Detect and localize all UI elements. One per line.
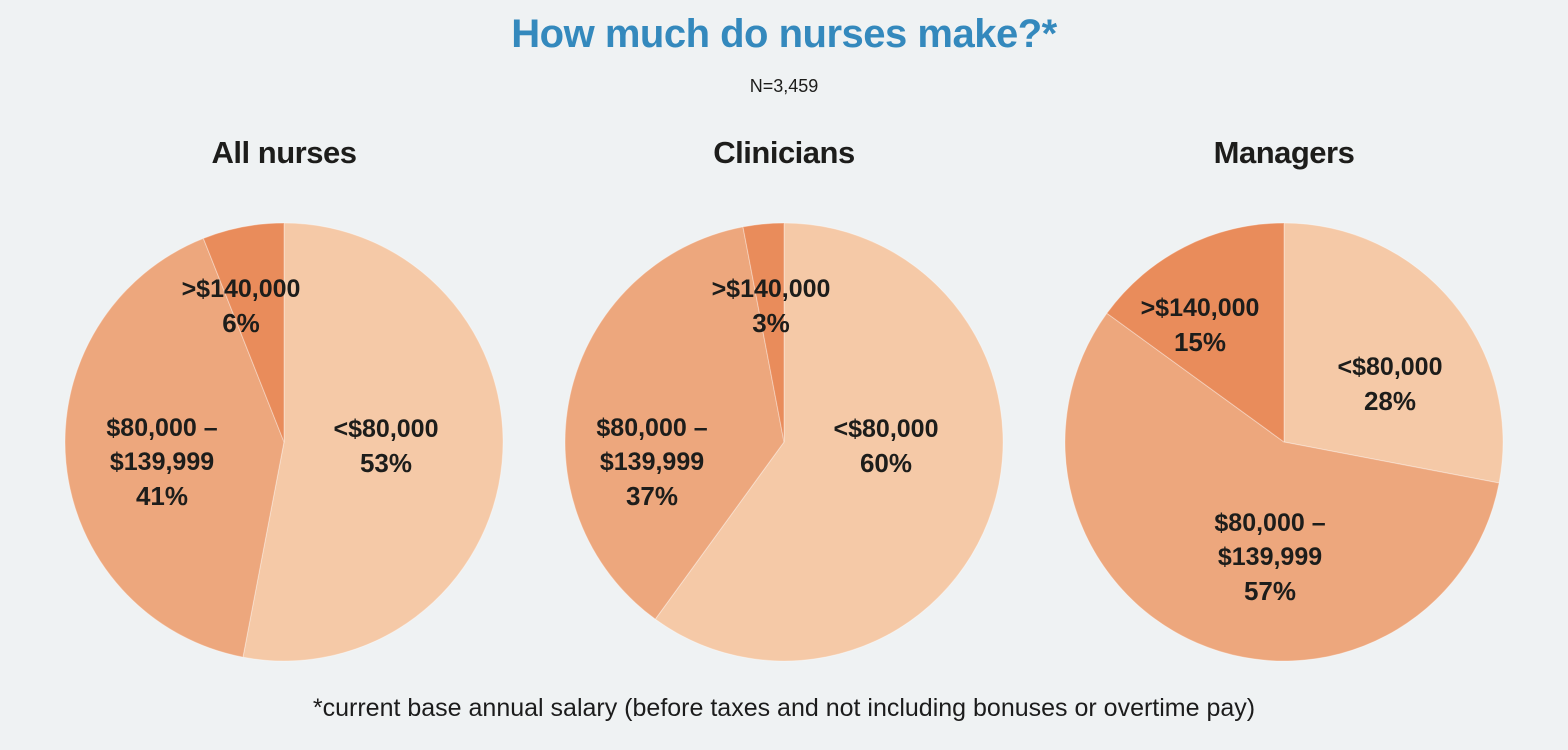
chart-column-managers: Managers <$80,000 28% $80,000 – $139,999… [1064,135,1504,675]
pie-slice [654,222,1004,662]
chart-title-all-nurses: All nurses [211,135,357,170]
pie-slice [1106,222,1285,443]
pie-slice [564,226,785,620]
chart-title-managers: Managers [1213,135,1355,170]
footnote: *current base annual salary (before taxe… [312,694,1256,722]
chart-column-all-nurses: All nurses <$80,000 53% $80,000 – $139,9… [64,135,504,675]
pie-chart-managers [1064,222,1504,662]
pie-slice [1283,222,1504,484]
chart-column-clinicians: Clinicians <$80,000 60% $80,000 – $139,9… [564,135,1004,675]
pie-slice [242,222,504,662]
chart-title-clinicians: Clinicians [713,135,855,170]
pie-chart-all-nurses [64,222,504,662]
sample-size-label: N=3,459 [749,76,819,96]
pie-slice [1064,312,1500,662]
pie-chart-clinicians [564,222,1004,662]
page-title: How much do nurses make?* [511,12,1057,56]
pie-slice [742,222,785,443]
pie-slice [64,237,285,658]
pie-slice [202,222,285,443]
